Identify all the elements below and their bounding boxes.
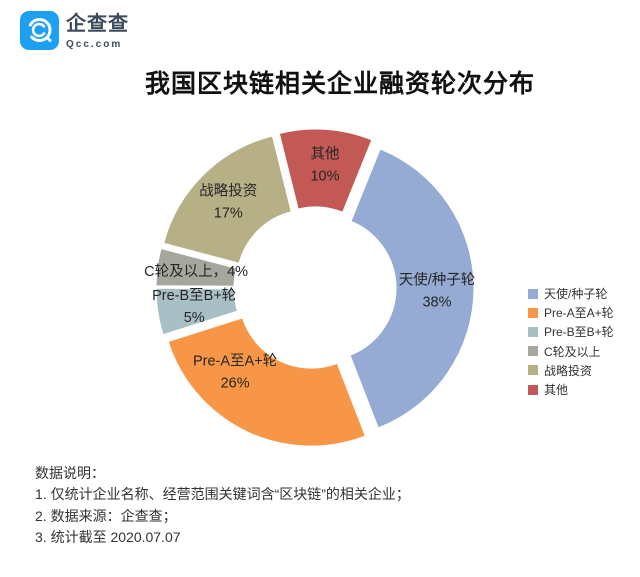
legend-label-5: 其他 (544, 383, 569, 398)
pie-slice-3 (155, 247, 238, 287)
notes-heading: 数据说明： (35, 465, 105, 481)
brand-domain: Qcc.com (66, 39, 123, 50)
legend-swatch-3 (528, 346, 538, 357)
legend-label-2: Pre-B至B+轮 (544, 325, 614, 340)
slice-label-1-line0: Pre-A至A+轮 (193, 353, 277, 370)
chart-title: 我国区块链相关企业融资轮次分布 (144, 70, 535, 98)
slice-label-3-line0: C轮及以上，4% (144, 263, 248, 280)
note-line-1: 2. 数据来源：企查查； (35, 507, 177, 524)
pie-slice-5 (278, 128, 373, 213)
legend-item-0: 天使/种子轮 (528, 284, 614, 303)
data-notes: 数据说明： 1. 仅统计企业名称、经营范围关键词含“区块链”的相关企业； 2. 数… (35, 462, 410, 549)
qcc-logo-icon (20, 11, 59, 50)
slice-label-5-line1: 10% (310, 168, 339, 184)
slice-label-0-line0: 天使/种子轮 (399, 272, 476, 289)
pie-slice-2 (155, 287, 239, 336)
slice-label-4-line1: 17% (214, 206, 243, 222)
legend-swatch-2 (528, 326, 538, 337)
slice-label-2-line0: Pre-B至B+轮 (152, 287, 236, 304)
chart-legend: 天使/种子轮 Pre-A至A+轮 Pre-B至B+轮 C轮及以上战略投资其他 (528, 284, 614, 399)
notes-list: 1. 仅统计企业名称、经营范围关键词含“区块链”的相关企业； 2. 数据来源：企查… (35, 484, 410, 549)
legend-label-3: C轮及以上 (544, 344, 601, 359)
legend-label-4: 战略投资 (544, 363, 593, 378)
legend-swatch-1 (528, 307, 538, 318)
legend-swatch-5 (528, 384, 538, 395)
note-line-2: 3. 统计截至 2020.07.07 (35, 529, 181, 545)
slice-label-5-line0: 其他 (311, 145, 340, 162)
legend-item-1: Pre-A至A+轮 (528, 303, 614, 322)
legend-label-1: Pre-A至A+轮 (544, 306, 614, 321)
legend-label-0: 天使/种子轮 (544, 287, 608, 302)
qcc-logo-text: 企查查 Qcc.com (66, 11, 129, 50)
slice-label-2-line1: 5% (184, 310, 205, 326)
pie-slice-0 (349, 148, 475, 429)
slice-label-4-line0: 战略投资 (199, 183, 257, 200)
qcc-logo[interactable]: 企查查 Qcc.com (20, 11, 129, 50)
legend-item-2: Pre-B至B+轮 (528, 322, 614, 341)
legend-item-3: C轮及以上 (528, 342, 614, 361)
pie-slice-4 (163, 135, 292, 264)
legend-swatch-0 (528, 288, 538, 299)
legend-swatch-4 (528, 365, 538, 376)
note-line-0: 1. 仅统计企业名称、经营范围关键词含“区块链”的相关企业； (35, 486, 410, 502)
brand-name: 企查查 (66, 13, 129, 35)
legend-item-4: 战略投资 (528, 361, 614, 380)
pie-slice-1 (167, 317, 366, 447)
slice-label-0-line1: 38% (422, 295, 451, 311)
legend-item-5: 其他 (528, 380, 614, 399)
qcc-magnifier-icon (27, 18, 52, 42)
slice-label-1-line1: 26% (221, 376, 250, 392)
